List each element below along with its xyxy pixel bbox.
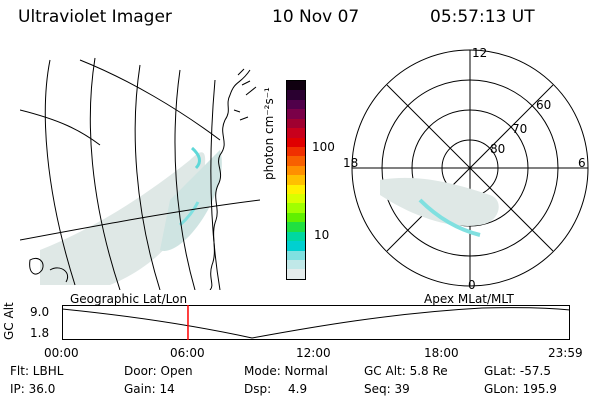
mlt-label-12: 12: [472, 46, 487, 60]
colorbar-swatch: [287, 175, 305, 185]
lat-label-80: 80: [490, 142, 505, 156]
footer-dsp: Dsp:: [244, 382, 272, 396]
footer-gc-alt: GC Alt: 5.8 Re: [364, 364, 448, 378]
lat-label-60: 60: [536, 98, 551, 112]
altitude-xtick-1200: 12:00: [296, 346, 331, 360]
colorbar-swatch: [287, 269, 305, 279]
footer-glat: GLat: -57.5: [484, 364, 551, 378]
altitude-ytick-1.8: 1.8: [30, 326, 50, 340]
mlt-label-6: 6: [578, 156, 586, 170]
mlt-label-18: 18: [343, 156, 358, 170]
footer-ip: IP: 36.0: [10, 382, 56, 396]
colorbar-swatch: [287, 165, 305, 176]
colorbar-swatch: [287, 118, 305, 129]
colorbar-swatch: [287, 231, 305, 242]
colorbar-unit-label: photon cm⁻²s⁻¹: [262, 87, 276, 180]
footer-door: Door: Open: [124, 364, 193, 378]
colorbar-swatch: [287, 109, 305, 119]
footer-mode: Mode: Normal: [244, 364, 328, 378]
header-time: 05:57:13 UT: [430, 7, 535, 27]
altitude-xtick-0000: 00:00: [44, 346, 79, 360]
colorbar-swatch: [287, 250, 305, 261]
colorbar-swatch: [287, 99, 305, 110]
colorbar-swatch: [287, 146, 305, 157]
colorbar-swatch: [287, 128, 305, 138]
colorbar-tick-10: 10: [314, 228, 330, 242]
mlt-label-0: 0: [468, 278, 476, 292]
altitude-ylabel: GC Alt: [2, 302, 16, 340]
altitude-xtick-1800: 18:00: [424, 346, 459, 360]
altitude-plot: [62, 305, 570, 340]
geographic-map: [20, 57, 260, 290]
lat-label-70: 70: [512, 122, 527, 136]
footer-filter: Flt: LBHL: [10, 364, 64, 378]
colorbar-tick-100: 100: [312, 140, 335, 154]
colorbar-swatch: [287, 241, 305, 251]
instrument-title: Ultraviolet Imager: [18, 7, 172, 27]
geographic-map-label: Geographic Lat/Lon: [70, 292, 188, 306]
colorbar-swatch: [287, 90, 305, 100]
altitude-xtick-2359: 23:59: [548, 346, 583, 360]
altitude-ytick-9: 9.0: [30, 305, 50, 319]
colorbar: [286, 80, 306, 280]
polar-mlt-map: 12 18 6 0 60 70 80: [343, 46, 589, 292]
footer-seq: Seq: 39: [364, 382, 410, 396]
polar-map-label: Apex MLat/MLT: [424, 292, 514, 306]
colorbar-swatch: [287, 137, 305, 147]
colorbar-swatch: [287, 81, 305, 91]
colorbar-swatch: [287, 194, 305, 204]
colorbar-swatch: [287, 184, 305, 195]
colorbar-swatch: [287, 260, 305, 270]
footer-glon: GLon: 195.9: [484, 382, 557, 396]
colorbar-swatch: [287, 203, 305, 213]
colorbar-swatch: [287, 222, 305, 232]
colorbar-swatch: [287, 156, 305, 166]
footer-gain: Gain: 14: [124, 382, 175, 396]
footer-dsp-value: 4.9: [288, 382, 308, 396]
altitude-xtick-0600: 06:00: [170, 346, 205, 360]
colorbar-swatch: [287, 212, 305, 223]
header-date: 10 Nov 07: [272, 7, 360, 27]
